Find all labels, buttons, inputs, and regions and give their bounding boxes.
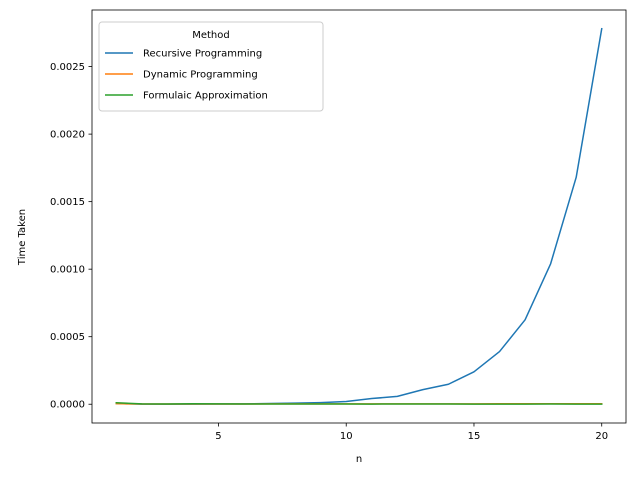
x-tick-label: 5 (215, 431, 221, 442)
y-tick-label: 0.0015 (50, 197, 85, 208)
x-axis-label: n (356, 454, 362, 465)
y-tick-label: 0.0005 (50, 332, 85, 343)
x-ticks: 5 10 15 20 (215, 423, 608, 442)
y-tick-label: 0.0000 (50, 400, 85, 411)
legend-label-3: Formulaic Approximation (143, 91, 268, 102)
legend-label-1: Recursive Programming (143, 49, 262, 60)
plot-area-border (91, 9, 627, 424)
x-tick-label: 15 (468, 431, 481, 442)
series-layer (115, 27, 603, 405)
legend: Method Recursive Programming Dynamic Prog… (98, 21, 324, 112)
y-tick-label: 0.0010 (50, 265, 85, 276)
legend-entries: Recursive Programming Dynamic Programming… (105, 49, 268, 102)
y-tick-label: 0.0020 (50, 130, 85, 141)
y-ticks: 0.0000 0.0005 0.0010 0.0015 0.0020 0.0025 (50, 62, 92, 411)
series-line-3 (115, 401, 603, 405)
x-tick-label: 10 (340, 431, 353, 442)
y-tick-label: 0.0025 (50, 62, 85, 73)
legend-title: Method (192, 30, 230, 41)
legend-box (98, 21, 324, 112)
legend-label-2: Dynamic Programming (143, 70, 258, 81)
x-tick-label: 20 (595, 431, 608, 442)
axes-frame (91, 9, 627, 424)
y-axis-label: Time Taken (17, 209, 28, 266)
